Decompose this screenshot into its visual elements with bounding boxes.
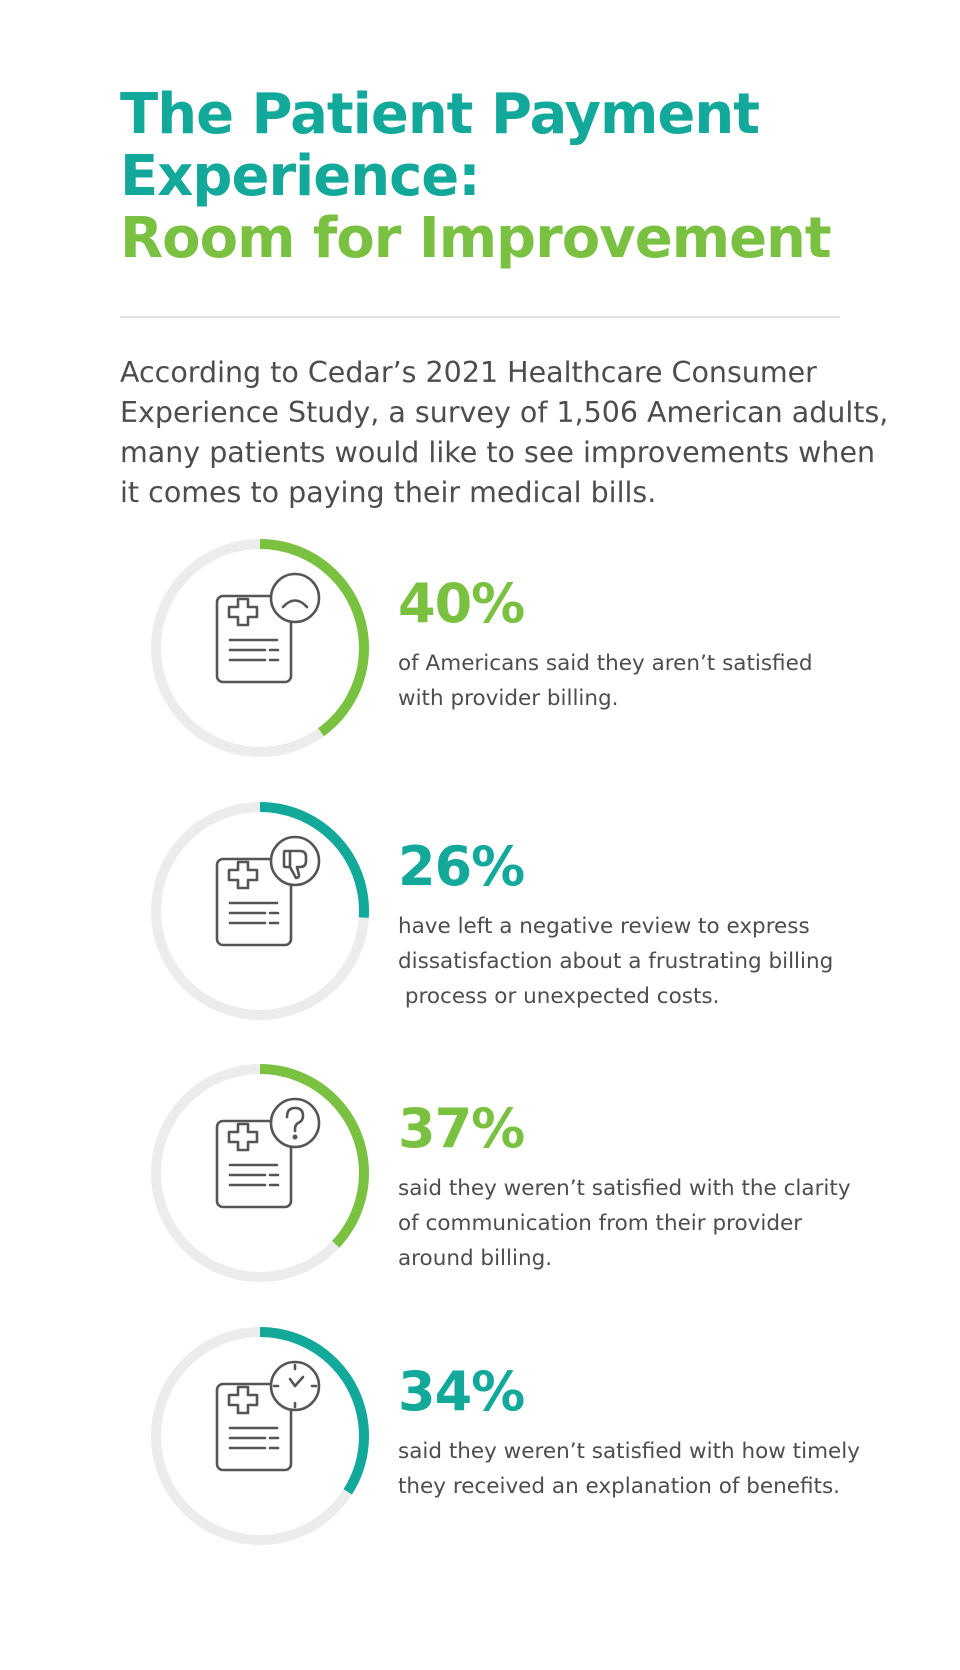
stat-description: of Americans said they aren’t satisfied … bbox=[398, 646, 858, 716]
stat-percentage: 26% bbox=[398, 835, 525, 898]
title-line-3: Room for Improvement bbox=[120, 206, 832, 271]
stat-description: said they weren’t satisfied with how tim… bbox=[398, 1434, 860, 1504]
stat-block-unsatisfied-billing: 40% of Americans said they aren’t satisf… bbox=[0, 532, 960, 772]
stat-description-line: around billing. bbox=[398, 1246, 553, 1271]
stat-description-line: of communication from their provider bbox=[398, 1211, 803, 1236]
stat-description: said they weren’t satisfied with the cla… bbox=[398, 1171, 858, 1276]
divider bbox=[120, 316, 840, 318]
stat-description-line: of Americans said they aren’t satisfied bbox=[398, 651, 813, 676]
medical-bill-icon bbox=[215, 594, 293, 684]
question-mark-icon bbox=[269, 1097, 321, 1149]
stat-block-negative-review: 26% have left a negative review to expre… bbox=[0, 795, 960, 1035]
clock-icon bbox=[269, 1360, 321, 1412]
title-line-2: Experience: bbox=[120, 144, 481, 209]
sad-face-icon bbox=[269, 572, 321, 624]
stat-description: have left a negative review to express d… bbox=[398, 909, 858, 1014]
stat-percentage: 34% bbox=[398, 1360, 525, 1423]
ring-progress-arc bbox=[151, 1064, 369, 1282]
progress-ring bbox=[151, 1064, 369, 1282]
page-title: The Patient Payment Experience: Room for… bbox=[120, 84, 880, 270]
stat-percentage: 40% bbox=[398, 572, 525, 635]
stat-block-communication-clarity: 37% said they weren’t satisfied with the… bbox=[0, 1057, 960, 1297]
ring-progress-arc bbox=[151, 1327, 369, 1545]
thumbs-down-icon bbox=[269, 835, 321, 887]
intro-line: it comes to paying their medical bills. bbox=[120, 476, 657, 509]
medical-bill-icon bbox=[215, 857, 293, 947]
progress-ring bbox=[151, 802, 369, 1020]
intro-line: According to Cedar’s 2021 Healthcare Con… bbox=[120, 356, 817, 389]
medical-bill-icon bbox=[215, 1382, 293, 1472]
progress-ring bbox=[151, 1327, 369, 1545]
intro-paragraph: According to Cedar’s 2021 Healthcare Con… bbox=[120, 353, 889, 513]
stat-description-line: have left a negative review to express bbox=[398, 914, 810, 939]
medical-bill-icon bbox=[215, 1119, 293, 1209]
ring-progress-arc bbox=[151, 802, 369, 1020]
stat-description-line: dissatisfaction about a frustrating bill… bbox=[398, 949, 834, 974]
intro-line: many patients would like to see improvem… bbox=[120, 436, 876, 469]
stat-description-line: with provider billing. bbox=[398, 686, 619, 711]
intro-line: Experience Study, a survey of 1,506 Amer… bbox=[120, 396, 889, 429]
ring-progress-arc bbox=[151, 539, 369, 757]
progress-ring bbox=[151, 539, 369, 757]
title-line-1: The Patient Payment bbox=[120, 82, 760, 147]
stat-description-line: process or unexpected costs. bbox=[398, 984, 720, 1009]
stat-description-line: they received an explanation of benefits… bbox=[398, 1474, 841, 1499]
stat-block-benefits-timeliness: 34% said they weren’t satisfied with how… bbox=[0, 1320, 960, 1560]
stat-description-line: said they weren’t satisfied with how tim… bbox=[398, 1439, 860, 1464]
stat-percentage: 37% bbox=[398, 1097, 525, 1160]
stat-description-line: said they weren’t satisfied with the cla… bbox=[398, 1176, 851, 1201]
